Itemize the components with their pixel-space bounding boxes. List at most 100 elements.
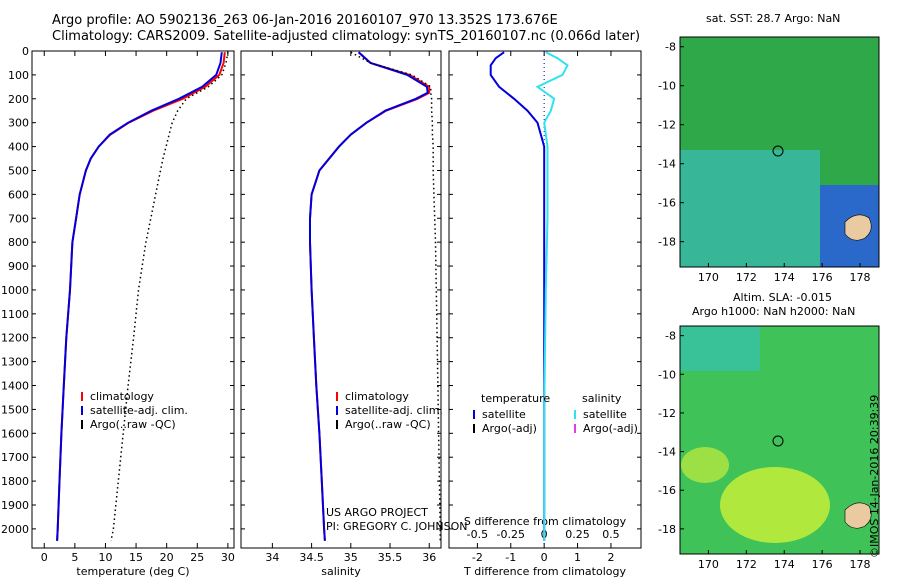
header-line-1: Argo profile: AO 5902136_263 06-Jan-2016… — [52, 13, 558, 28]
map-lat-label: -8 — [665, 41, 676, 54]
sla-map-float-marker — [772, 435, 784, 447]
salinity-frame — [240, 50, 442, 549]
temperature-xtick-label: 30 — [221, 551, 235, 564]
sst-map-island — [844, 214, 872, 241]
sla-map-title-1: Altim. SLA: -0.015 — [733, 291, 832, 304]
depth-tick-label: 500 — [8, 164, 29, 177]
sla-map-yellow-patch-2 — [681, 447, 729, 483]
copyright-stamp: ©IMOS 14-Jan-2016 20:39:39 — [868, 394, 881, 558]
map-lon-label: 174 — [774, 271, 795, 284]
salinity-xlabel: salinity — [321, 565, 361, 578]
depth-tick-label: 400 — [8, 141, 29, 154]
depth-tick-label: 900 — [8, 260, 29, 273]
map-lat-label: -14 — [658, 158, 676, 171]
temperature-xtick-label: 0 — [41, 551, 48, 564]
map-lon-label: 170 — [698, 558, 719, 571]
temperature-panel: 0 5 10 15 20 25 30 temperature (deg C) 0 100 200 30… — [1, 45, 235, 578]
temperature-series-satellite-adj-clim- — [56, 52, 223, 541]
temperature-legend-label: satellite-adj. clim. — [90, 404, 188, 417]
salinity-legend-label: climatology — [345, 390, 409, 403]
map-lon-label: 176 — [812, 271, 833, 284]
map-lon-label: 174 — [774, 558, 795, 571]
difference-series-satellite — [535, 51, 569, 541]
sla-map-title-2: Argo h1000: NaN h2000: NaN — [692, 305, 855, 318]
depth-tick-label: 700 — [8, 212, 29, 225]
map-lat-label: -10 — [658, 80, 676, 93]
difference-legend-label: Argo(-adj) — [482, 422, 537, 435]
difference-top-tick-label: -0.25 — [497, 528, 525, 541]
depth-tick-label: 200 — [8, 93, 29, 106]
difference-xtick-label: 2 — [607, 551, 614, 564]
sst-map-float-marker — [772, 145, 784, 157]
map-lat-label: -18 — [658, 523, 676, 536]
sla-map-axes: 170 172 174 176 178 -8 -10 -12 -14 -16 -18 — [658, 330, 871, 571]
depth-tick-label: 300 — [8, 117, 29, 130]
difference-xtick-label: 1 — [574, 551, 581, 564]
difference-xlabel: T difference from climatology — [463, 565, 626, 578]
salinity-xtick-label: 35 — [344, 551, 358, 564]
map-lat-label: -16 — [658, 197, 676, 210]
sst-map-title: sat. SST: 28.7 Argo: NaN — [706, 12, 840, 25]
depth-tick-label: 1300 — [1, 356, 29, 369]
depth-tick-label: 100 — [8, 69, 29, 82]
sst-map-axes: 170 172 174 176 178 -8 -10 -12 -14 -16 -18 — [658, 41, 871, 284]
map-lat-label: -14 — [658, 446, 676, 459]
depth-tick-label: 600 — [8, 188, 29, 201]
salinity-series-climatology — [309, 51, 431, 541]
map-lon-label: 172 — [736, 271, 757, 284]
map-lon-label: 176 — [812, 558, 833, 571]
difference-xtick-label: -1 — [505, 551, 516, 564]
temperature-xtick-label: 10 — [98, 551, 112, 564]
salinity-xtick-label: 34 — [265, 551, 279, 564]
sst-map — [679, 36, 880, 268]
temperature-frame — [31, 50, 235, 549]
map-lon-label: 172 — [736, 558, 757, 571]
temperature-xtick-label: 20 — [160, 551, 174, 564]
map-lat-label: -12 — [658, 407, 676, 420]
sla-map-cyan-patch — [680, 326, 760, 371]
map-lon-label: 170 — [698, 271, 719, 284]
sla-map-island — [844, 502, 872, 529]
pi-label: PI: GREGORY C. JOHNSON — [326, 520, 467, 533]
difference-panel: -2 -1 0 1 2T difference from climatology -0.5… — [448, 50, 642, 578]
depth-tick-label: 1600 — [1, 427, 29, 440]
difference-xtick-label: -2 — [472, 551, 483, 564]
depth-tick-label: 1500 — [1, 403, 29, 416]
difference-xtick-label: 0 — [541, 551, 548, 564]
difference-legend-label: satellite — [482, 408, 526, 421]
difference-legend-label: satellite — [583, 408, 627, 421]
difference-legend-label: Argo(-adj) — [583, 422, 638, 435]
salinity-legend-label: Argo(..raw -QC) — [345, 418, 431, 431]
difference-frame — [448, 50, 642, 549]
depth-tick-label: 1000 — [1, 284, 29, 297]
difference-legend-header-s: salinity — [582, 392, 622, 405]
difference-top-tick-label: 0.25 — [565, 528, 590, 541]
temperature-legend-label: Argo(..raw -QC) — [90, 418, 176, 431]
depth-tick-label: 1900 — [1, 499, 29, 512]
depth-tick-label: 0 — [22, 45, 29, 58]
salinity-xtick-label: 36 — [422, 551, 436, 564]
salinity-series-satellite-adj-clim- — [309, 51, 429, 541]
difference-legend-header-t: temperature — [481, 392, 550, 405]
salinity-xtick-label: 34.5 — [299, 551, 324, 564]
map-lat-label: -12 — [658, 119, 676, 132]
map-lat-label: -10 — [658, 368, 676, 381]
header-line-2: Climatology: CARS2009. Satellite-adjuste… — [52, 29, 641, 44]
difference-series-satellite — [489, 51, 546, 541]
depth-tick-label: 1400 — [1, 380, 29, 393]
salinity-legend-label: satellite-adj. clim. — [345, 404, 443, 417]
project-label: US ARGO PROJECT — [326, 506, 428, 519]
difference-top-label: S difference from climatology — [464, 515, 627, 528]
depth-tick-label: 2000 — [1, 523, 29, 536]
map-lat-label: -8 — [665, 330, 676, 343]
depth-tick-label: 1200 — [1, 332, 29, 345]
temperature-legend-label: climatology — [90, 390, 154, 403]
salinity-series-argo-raw-qc- — [350, 51, 441, 541]
temperature-series-climatology — [56, 52, 226, 541]
temperature-xtick-label: 25 — [190, 551, 204, 564]
depth-tick-label: 1700 — [1, 451, 29, 464]
map-lat-label: -18 — [658, 236, 676, 249]
temperature-xlabel: temperature (deg C) — [76, 565, 189, 578]
depth-tick-label: 1800 — [1, 475, 29, 488]
map-lat-label: -16 — [658, 484, 676, 497]
